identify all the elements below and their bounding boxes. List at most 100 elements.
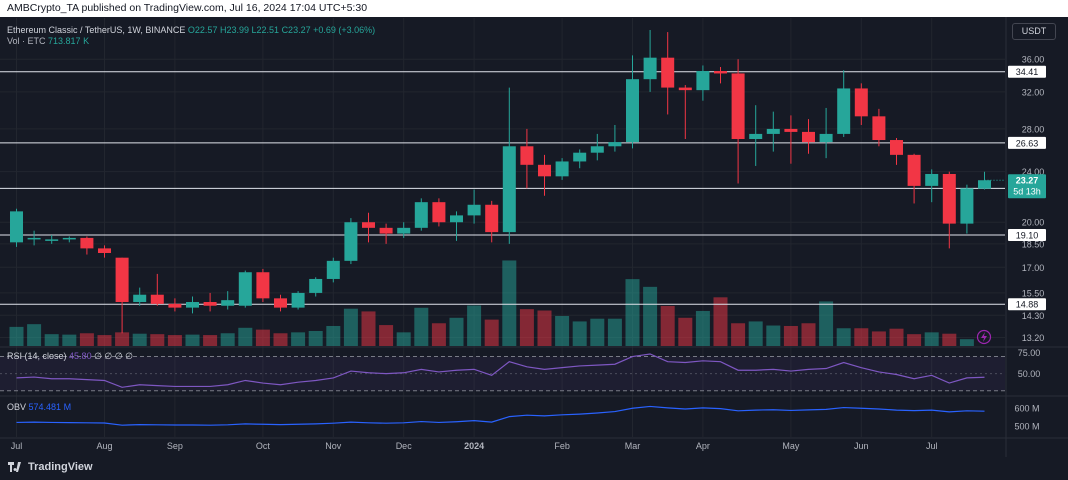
candle-body: [731, 73, 745, 140]
candle-body: [467, 204, 481, 216]
ohlc-close: C23.27: [281, 25, 311, 35]
level-tag: [1008, 136, 1046, 149]
flash-bolt-icon: [981, 332, 987, 342]
volume-bar: [572, 321, 587, 346]
volume-bar: [150, 334, 165, 346]
rsi-name: RSI (14, close): [7, 351, 67, 361]
volume-value: 713.817 K: [48, 36, 90, 46]
time-tick-label: Sep: [167, 441, 183, 451]
candle-body: [133, 294, 147, 303]
candle-body: [150, 294, 164, 304]
volume-bar: [220, 333, 235, 346]
candle-body: [872, 116, 886, 141]
candle-body: [397, 227, 411, 234]
level-tag-label: 26.63: [1016, 138, 1039, 148]
time-tick-label: 2024: [464, 441, 484, 451]
volume-bar: [9, 326, 24, 346]
ohlc-high: H23.99: [219, 25, 249, 35]
volume-bar: [871, 331, 886, 346]
bar-countdown-label: 5d 13h: [1013, 187, 1041, 197]
volume-bar: [431, 323, 446, 346]
candle-body: [115, 257, 129, 303]
volume-bar: [79, 333, 94, 346]
volume-bar: [167, 335, 182, 346]
candle-body: [362, 222, 375, 228]
volume-bar: [766, 325, 781, 346]
obv-tick-label: 600 M: [1014, 403, 1039, 413]
candle-body: [661, 57, 675, 88]
volume-bar: [379, 325, 394, 346]
price-tick-label: 17.00: [1022, 263, 1045, 273]
volume-bar: [801, 323, 816, 346]
footer-bar: [0, 457, 1068, 480]
volume-bar: [959, 339, 974, 346]
candle-body: [819, 133, 833, 143]
rsi-legend: RSI (14, close) 45.80 ∅ ∅ ∅ ∅: [7, 351, 133, 362]
publisher-bar: AMBCrypto_TA published on TradingView.co…: [0, 0, 1068, 17]
level-tag: [1008, 229, 1046, 242]
candle-body: [502, 146, 516, 233]
price-tick-label: 18.50: [1022, 239, 1045, 249]
candle-body: [168, 303, 182, 308]
candle-body: [379, 227, 393, 234]
level-tag: [1008, 65, 1046, 78]
time-tick-label: Oct: [256, 441, 271, 451]
last-price-tag: [1008, 174, 1046, 199]
candle-body: [942, 173, 956, 224]
volume-bar: [607, 318, 622, 346]
rsi-band-fill: [0, 356, 1005, 391]
ohlc-low: L22.51: [251, 25, 280, 35]
candle-body: [414, 202, 428, 228]
volume-bar: [819, 301, 834, 346]
candle-body: [221, 300, 235, 306]
volume-bar: [361, 311, 376, 346]
volume-bar: [62, 334, 77, 346]
currency-button[interactable]: USDT: [1012, 23, 1056, 40]
candle-body: [678, 87, 692, 91]
price-change: +0.69 (+3.06%): [313, 25, 376, 35]
level-tag-label: 14.88: [1016, 300, 1039, 310]
candle-body: [608, 142, 622, 147]
candle-body: [766, 128, 780, 134]
volume-bar: [97, 335, 112, 346]
candle-body: [326, 260, 340, 279]
volume-bar: [449, 317, 464, 346]
volume-bar: [713, 297, 728, 346]
volume-bar: [519, 309, 534, 346]
candle-body: [432, 202, 446, 223]
candle-body: [238, 272, 252, 306]
candle-body: [45, 239, 59, 241]
time-tick-label: Apr: [696, 441, 710, 451]
volume-bar: [907, 334, 922, 346]
candle-body: [626, 79, 639, 143]
volume-bar: [854, 328, 869, 346]
brand-name: TradingView: [28, 461, 93, 473]
candle-body: [978, 180, 991, 189]
volume-bar: [467, 305, 482, 346]
candle-body: [274, 298, 287, 308]
time-tick-label: May: [782, 441, 800, 451]
symbol-title: Ethereum Classic / TetherUS, 1W, BINANCE: [7, 25, 186, 35]
candle-body: [696, 71, 710, 91]
volume-bar: [924, 332, 939, 346]
volume-bar: [185, 334, 200, 346]
candle-body: [485, 204, 499, 233]
candle-body: [837, 88, 851, 134]
rsi-value: 45.80: [69, 351, 92, 361]
candle-body: [62, 237, 76, 240]
obv-name: OBV: [7, 402, 27, 412]
chart-area[interactable]: [0, 17, 1068, 457]
chart-svg[interactable]: 36.00 32.00 28.00 24.00 20.00 18.50 17.00 15.50…: [0, 0, 1068, 457]
publisher-text: AMBCrypto_TA published on TradingView.co…: [7, 2, 368, 14]
volume-bar: [132, 333, 147, 346]
time-tick-label: Aug: [96, 441, 112, 451]
tradingview-brand[interactable]: TradingView: [8, 461, 93, 473]
rsi-tick-label: 50.00: [1018, 369, 1041, 379]
candle-body: [98, 248, 111, 253]
rsi-tick-label: 75.00: [1018, 348, 1041, 358]
volume-bar: [678, 317, 693, 346]
candle-body: [802, 131, 815, 143]
candle-body: [520, 146, 534, 165]
level-tag: [1008, 298, 1046, 311]
candle-body: [203, 302, 217, 306]
